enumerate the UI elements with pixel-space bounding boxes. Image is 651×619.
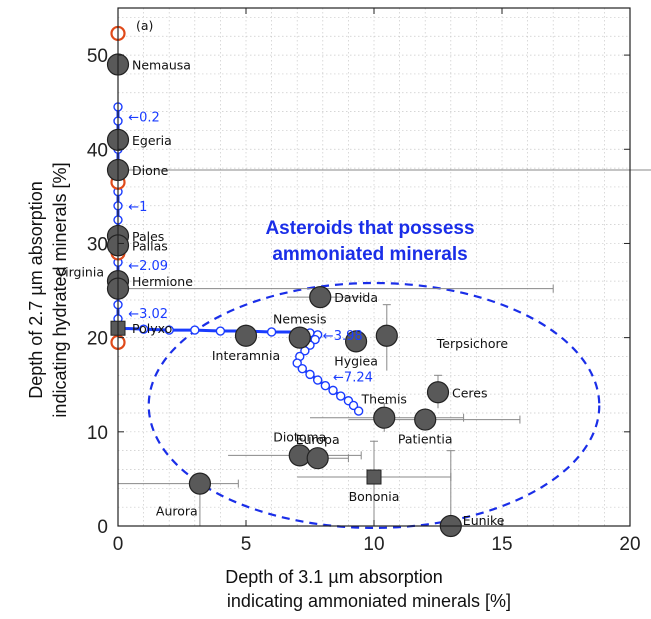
asteroid-marker-square (366, 469, 382, 485)
asteroid-marker (188, 472, 212, 495)
asteroid-label: Hermione (132, 274, 193, 289)
model-curve-point (215, 326, 226, 336)
highlight-text-line1: Asteroids that possess (265, 218, 474, 239)
model-curve-point (305, 369, 315, 380)
x-tick-label: 20 (619, 534, 640, 555)
asteroid-label: Patientia (398, 432, 453, 447)
asteroid-label: Bononia (349, 489, 400, 504)
y-axis-title-line1: Depth of 2.7 µm absorption (26, 181, 46, 399)
panel-label: (a) (136, 18, 153, 33)
asteroid-label: Polyxo (132, 321, 172, 336)
asteroid-label: Nemausa (132, 58, 191, 73)
ammoniated-region-ellipse (147, 281, 601, 529)
x-axis-title-line2: indicating ammoniated minerals [%] (227, 591, 511, 611)
model-curve-label: ←2.09 (128, 259, 168, 274)
model-curve-label: ←0.2 (128, 110, 160, 125)
asteroid-marker (375, 324, 398, 347)
model-curve-label: ←7.24 (333, 370, 373, 385)
model-curve-point (138, 324, 149, 334)
asteroid-marker (426, 381, 450, 404)
grid (118, 8, 630, 526)
asteroid-label: Interamnia (212, 348, 280, 363)
asteroid-marker (373, 406, 396, 429)
asteroid-marker (306, 447, 329, 470)
asteroid-marker (288, 326, 311, 349)
asteroid-label: Themis (361, 392, 407, 407)
x-tick-label: 10 (363, 534, 384, 555)
y-tick-label: 30 (87, 234, 108, 255)
model-curve-point (336, 391, 346, 401)
asteroid-label: Nemesis (273, 312, 326, 327)
asteroid-marker (309, 286, 332, 309)
asteroid-label: Europa (296, 432, 340, 447)
model-curve-point (353, 406, 364, 416)
asteroid-label: Hygiea (334, 353, 378, 368)
model-curve-point (164, 325, 174, 335)
model-curve-point (348, 400, 359, 411)
model-curve-point (266, 327, 277, 337)
asteroid-label: Dione (132, 163, 169, 178)
axis-ticks: 0 5 10 15 20 0 10 20 30 40 50 (87, 8, 641, 555)
asteroid-label: Diotoma (273, 429, 326, 444)
ammoniated-region (147, 281, 601, 529)
model-curve-point (312, 375, 323, 385)
model-curve-label: ←3.98 (323, 329, 363, 344)
x-tick-label: 5 (241, 534, 252, 555)
y-tick-label: 20 (87, 329, 108, 350)
asteroid-label: Egeria (132, 133, 172, 148)
asteroid-label: Virginia (57, 265, 104, 280)
asteroid-marker (234, 324, 258, 347)
asteroid-marker (414, 408, 437, 431)
asteroid-label: Pales (132, 229, 164, 244)
model-curve-point (292, 358, 302, 368)
model-curve-point (190, 325, 200, 335)
asteroid-label: Eunike (463, 513, 505, 528)
plot-background (118, 8, 630, 526)
x-tick-label: 0 (113, 534, 124, 555)
model-curve-point (310, 334, 320, 345)
model-curve-point (320, 380, 331, 391)
asteroid-label: Pallas (132, 238, 168, 253)
model-curve-labels: ←0.2 ←1 ←2.09 ←3.02 ←3.98 ←7.24 (128, 110, 373, 385)
asteroid-label: Terpsichore (436, 336, 509, 351)
x-tick-label: 15 (491, 534, 512, 555)
model-curve-label: ←3.02 (128, 307, 168, 322)
y-tick-label: 0 (97, 517, 108, 538)
asteroid-label: Davida (334, 290, 378, 305)
highlight-text-line2: ammoniated minerals (272, 244, 467, 265)
model-curve-point (328, 385, 338, 396)
y-tick-label: 40 (87, 140, 108, 161)
asteroid-label: Ceres (452, 385, 488, 400)
model-curve-label: ←1 (128, 200, 147, 215)
model-curve-point (297, 364, 308, 374)
asteroid-marker (344, 330, 368, 353)
y-tick-label: 10 (87, 423, 108, 444)
asteroid-label: Aurora (156, 504, 198, 519)
x-axis-title-line1: Depth of 3.1 µm absorption (225, 567, 443, 587)
y-axis-title-line2: indicating hydrated minerals [%] (50, 162, 70, 417)
y-tick-label: 50 (87, 46, 108, 67)
